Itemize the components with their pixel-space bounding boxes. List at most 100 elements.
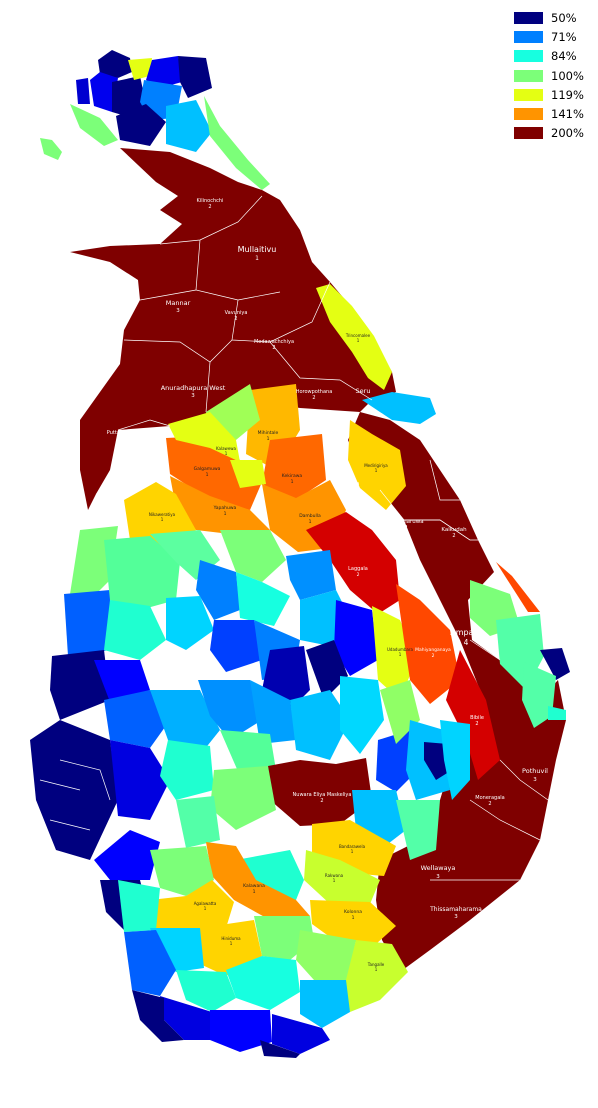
legend-swatch xyxy=(514,69,543,82)
label-dambulla: Dambulla xyxy=(299,513,321,519)
label-galgamuwa: Galgamuwa xyxy=(194,466,221,472)
label-kalawewa: Kalawewa xyxy=(216,446,237,451)
legend-item: 50% xyxy=(514,8,584,27)
label-nikaweratiya-seats: 1 xyxy=(161,517,164,522)
label-kalkudah: Kalkudah xyxy=(441,527,467,533)
region-jaffna-h xyxy=(116,104,166,146)
region-mid-n xyxy=(396,800,440,860)
region-west-blue-c xyxy=(110,740,170,820)
region-mid-l xyxy=(440,720,470,800)
region-east-navy xyxy=(540,648,570,680)
label-udadumbara: Udadumbara xyxy=(387,647,414,652)
label-minneriya-seats: 2 xyxy=(345,487,348,493)
region-mid-g xyxy=(220,730,276,776)
region-central-h xyxy=(334,600,378,676)
legend-swatch xyxy=(514,127,543,140)
region-west-blue-d xyxy=(94,830,160,880)
label-kalawewa-seats: 1 xyxy=(225,451,228,456)
label-medawachchiya-seats: 2 xyxy=(272,345,275,351)
legend: 50% 71% 84% 100% 119% 141% 200% xyxy=(514,8,584,143)
label-nikaweratiya: Nikaweratiya xyxy=(149,512,176,517)
region-west-navy-a xyxy=(50,650,110,720)
label-mullaitivu-seats: 1 xyxy=(255,255,259,262)
region-udadumbara xyxy=(372,606,416,700)
legend-item: 100% xyxy=(514,66,584,85)
label-horowpothana: Horowpothana xyxy=(296,389,333,395)
label-ampara: Ampara xyxy=(450,628,482,637)
island-shape xyxy=(70,104,118,146)
legend-item: 200% xyxy=(514,124,584,143)
label-rakwana: Rakwana xyxy=(325,873,344,878)
label-kekirawa-seats: 1 xyxy=(291,479,294,485)
label-tangalle: Tangalle xyxy=(367,962,385,967)
label-moneragala-seats: 2 xyxy=(488,801,491,807)
region-south-cyan-c xyxy=(150,928,204,972)
region-north-maroon xyxy=(70,148,396,510)
label-yapahuwa-seats: 1 xyxy=(224,511,227,517)
label-galgamuwa-seats: 1 xyxy=(206,472,209,478)
region-mid-d xyxy=(290,690,350,760)
region-jaffna-strip xyxy=(204,96,270,190)
legend-label: 84% xyxy=(551,49,577,64)
region-south-navy-b xyxy=(260,1040,300,1058)
region-south-cyan-b xyxy=(226,956,300,1010)
label-bibile: Bibile xyxy=(470,715,484,721)
label-kilinochchi: Kilinochchi xyxy=(197,198,224,204)
region-central-e xyxy=(236,572,290,626)
label-thissamaharama: Thissamaharama xyxy=(429,906,482,913)
region-kalawewa-b xyxy=(230,460,266,488)
label-puttalam: Puttalam xyxy=(107,430,130,436)
region-south-navy xyxy=(132,990,184,1042)
region-mid-e xyxy=(340,676,384,754)
region-mid-f xyxy=(160,740,214,800)
label-mihintale: Mihintale xyxy=(258,430,279,436)
label-moneragala: Moneragala xyxy=(475,795,504,801)
label-medirigiriya-seats: 1 xyxy=(375,468,378,473)
region-central-d xyxy=(196,560,240,620)
region-mid-o xyxy=(210,766,276,830)
label-mannar: Mannar xyxy=(166,299,191,307)
region-tangalle xyxy=(344,940,408,1012)
region-central-j xyxy=(166,596,214,650)
region-orange-band xyxy=(206,842,310,920)
label-wellawaya-seats: 3 xyxy=(436,874,440,880)
region-mid-h xyxy=(376,730,418,792)
region-jaffna-i xyxy=(166,100,212,152)
label-hiniduma: Hiniduma xyxy=(221,936,241,941)
region-trincomalee xyxy=(316,284,392,390)
region-kalawewa xyxy=(168,412,240,462)
legend-swatch xyxy=(514,11,543,24)
region-mahiyanganaya xyxy=(396,584,460,704)
region-medirigiriya xyxy=(348,420,406,510)
label-agalawatta: Agalawatta xyxy=(194,901,217,906)
label-laggala-seats: 2 xyxy=(357,572,360,578)
legend-label: 100% xyxy=(551,68,584,83)
region-central-k xyxy=(210,620,262,672)
label-anamaduwa-seats: 2 xyxy=(131,483,134,489)
label-minneriya: Minneriya xyxy=(335,481,360,487)
legend-swatch xyxy=(514,50,543,63)
label-bandarawela: Bandarawela xyxy=(339,844,366,849)
island-shape xyxy=(40,138,62,160)
label-nuwara-eliya-seats: 2 xyxy=(320,798,323,804)
legend-item: 71% xyxy=(514,27,584,46)
label-ampara-seats: 4 xyxy=(464,638,469,647)
legend-label: 200% xyxy=(551,126,584,141)
region-mid-p xyxy=(176,796,220,848)
region-south-green-c xyxy=(296,930,356,980)
label-kolonna-seats: 1 xyxy=(352,915,355,921)
region-east-cyan-b xyxy=(522,662,556,728)
region-seruwila-blue xyxy=(362,392,436,424)
region-hiniduma xyxy=(200,920,262,976)
label-pothuvil: Pothuvil xyxy=(522,767,548,775)
region-laggala xyxy=(306,512,400,614)
label-kolonna: Kolonna xyxy=(344,909,362,915)
region-west-blue xyxy=(64,590,110,656)
region-agalawatta xyxy=(150,880,234,930)
region-jaffna-e xyxy=(146,56,182,88)
label-seruwila: Seru xyxy=(356,387,371,395)
label-laggala: Laggala xyxy=(348,566,368,572)
region-south-green-a xyxy=(150,846,214,896)
legend-item: 84% xyxy=(514,47,584,66)
